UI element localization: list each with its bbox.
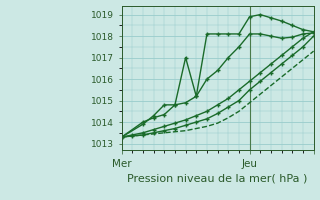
X-axis label: Pression niveau de la mer( hPa ): Pression niveau de la mer( hPa ) — [127, 173, 308, 183]
